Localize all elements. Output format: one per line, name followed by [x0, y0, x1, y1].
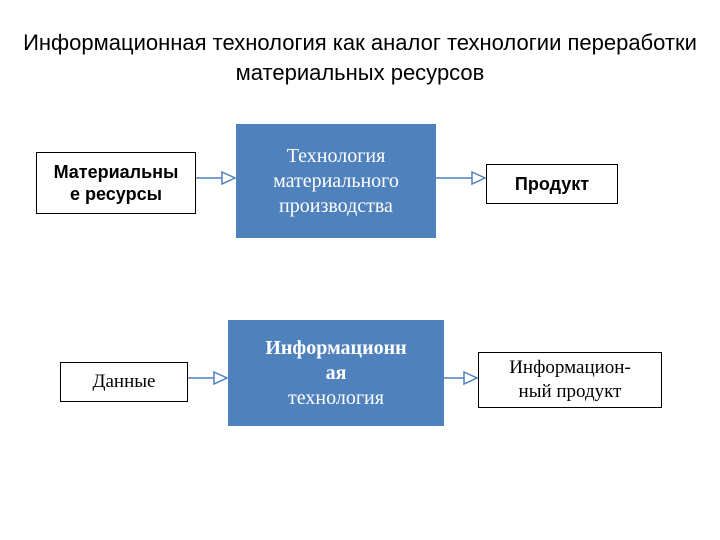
node-n2: Технология материального производства — [236, 124, 436, 238]
node-n4: Данные — [60, 362, 188, 402]
arrow-e3 — [188, 371, 228, 373]
page-title: Информационная технология как аналог тех… — [0, 28, 720, 87]
node-n6: Информацион-ный продукт — [478, 352, 662, 408]
arrow-e2 — [436, 171, 486, 173]
node-n1: Материальные ресурсы — [36, 152, 196, 214]
arrow-e4 — [444, 371, 478, 373]
arrow-e1 — [196, 171, 236, 173]
node-n5: Информационнаятехнология — [228, 320, 444, 426]
node-n3: Продукт — [486, 164, 618, 204]
